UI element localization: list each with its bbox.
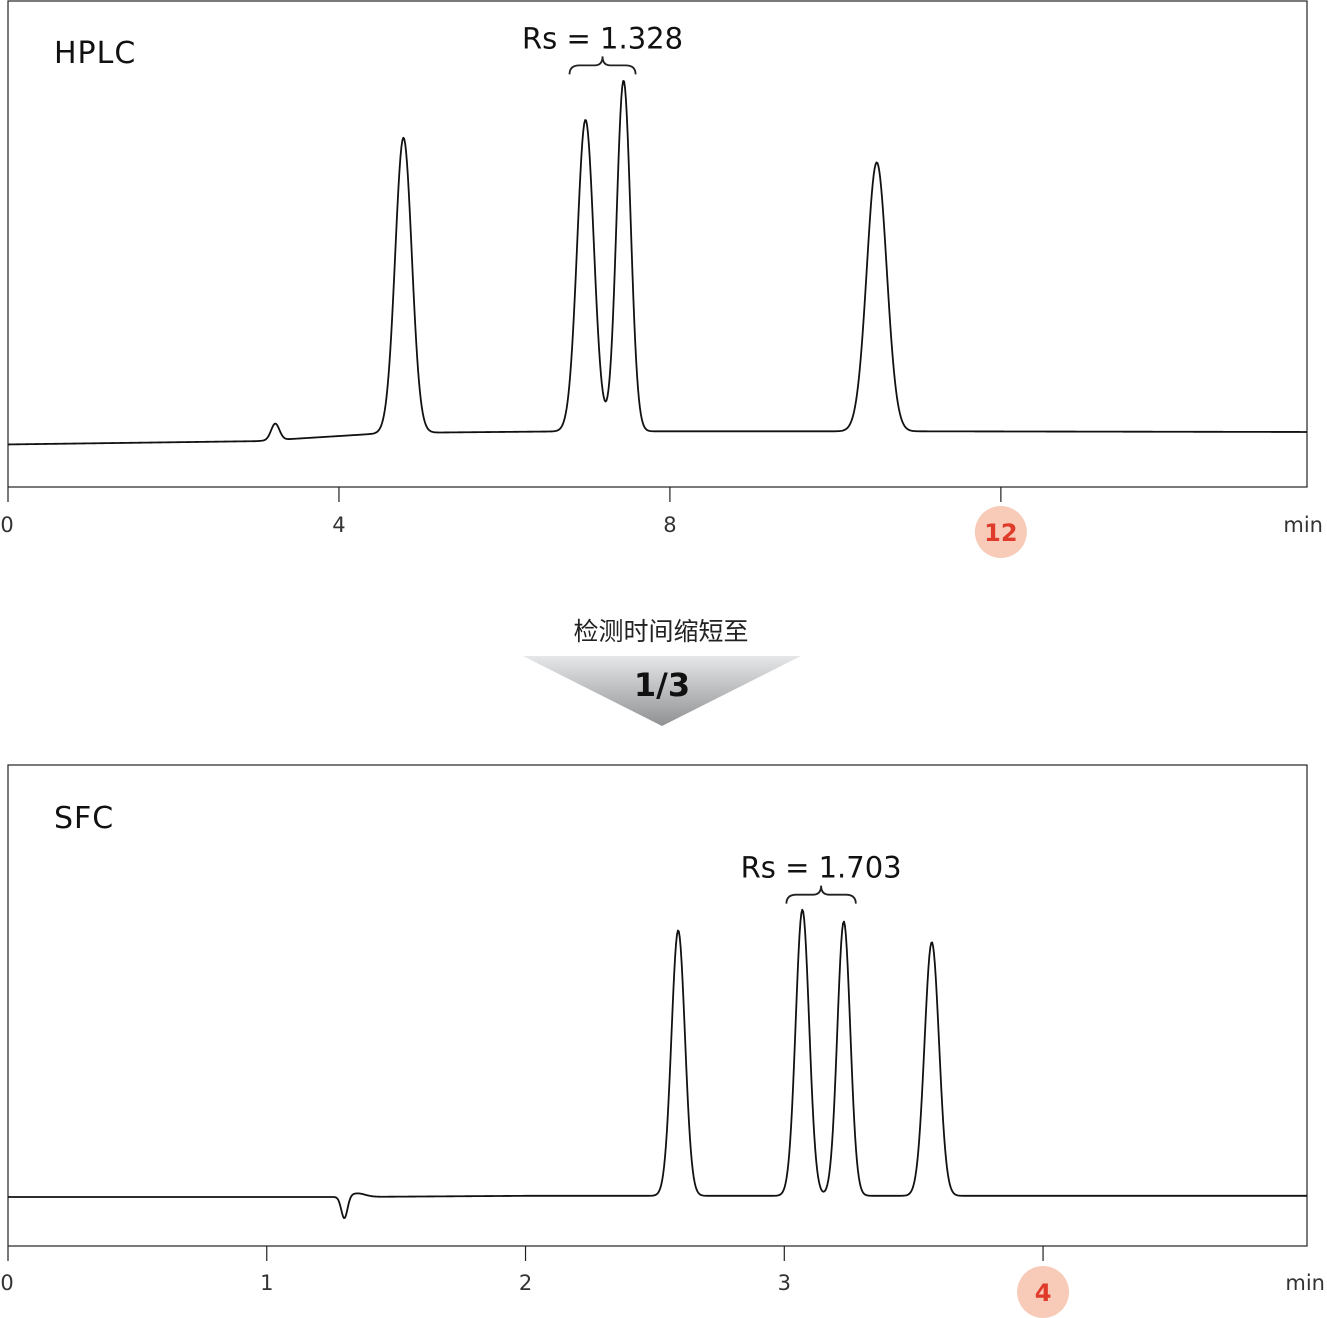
hplc-trace [7,80,1308,446]
hplc-panel: HPLC Rs = 1.328 0 4 8 12 min [0,0,1323,558]
time-reduction-indicator: 检测时间缩短至 1/3 [523,617,801,726]
sfc-panel: SFC Rs = 1.703 0 1 2 3 4 min [0,764,1325,1318]
sfc-title: SFC [54,801,114,836]
hplc-x-unit: min [1283,513,1323,537]
x-tick-label-1: 1 [260,1271,273,1295]
x-tick-label-4: 4 [332,513,345,537]
x-tick-label-12: 12 [984,519,1017,547]
sfc-x-unit: min [1285,1271,1325,1295]
time-reduction-value: 1/3 [634,666,690,704]
sfc-plot-frame [7,764,1308,1247]
hplc-plot-frame [7,0,1308,488]
sfc-resolution-label: Rs = 1.703 [741,851,902,885]
hplc-title: HPLC [54,36,136,71]
hplc-resolution-label: Rs = 1.328 [522,21,683,55]
x-tick-label-0: 0 [0,1271,13,1295]
highlight-circle [974,506,1027,558]
sfc-resolution-brace [785,885,857,904]
x-tick-label-2: 2 [519,1271,532,1295]
down-arrow-icon [523,656,801,726]
time-reduction-text: 检测时间缩短至 [573,617,748,646]
x-tick-label-4: 4 [1035,1279,1052,1307]
sfc-x-axis: 0 1 2 3 4 [0,1246,1070,1318]
sfc-trace [8,908,1307,1219]
x-tick-label-3: 3 [778,1271,791,1295]
hplc-x-axis: 0 4 8 12 [0,487,1027,558]
x-tick-label-0: 0 [0,513,13,537]
x-tick-label-8: 8 [663,513,676,537]
highlight-circle [1017,1266,1070,1318]
hplc-resolution-brace [568,56,637,75]
